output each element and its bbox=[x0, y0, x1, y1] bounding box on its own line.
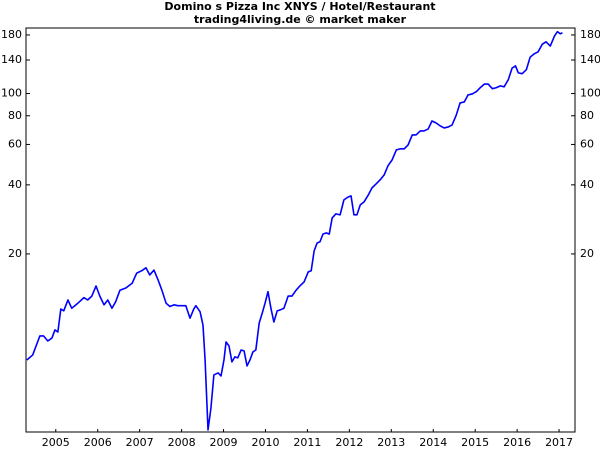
x-tick-label: 2011 bbox=[293, 436, 321, 449]
x-tick-label: 2014 bbox=[419, 436, 447, 449]
x-tick-label: 2017 bbox=[545, 436, 573, 449]
y-tick-label-right: 140 bbox=[580, 53, 600, 66]
y-tick-label: 80 bbox=[8, 109, 22, 122]
y-tick-label-right: 20 bbox=[580, 247, 594, 260]
x-tick-label: 2015 bbox=[461, 436, 489, 449]
y-tick-label-right: 100 bbox=[580, 87, 600, 100]
plot-frame bbox=[25, 27, 576, 433]
y-tick-label: 20 bbox=[8, 247, 22, 260]
x-tick-label: 2012 bbox=[335, 436, 363, 449]
x-tick-label: 2016 bbox=[503, 436, 531, 449]
y-tick-label-right: 40 bbox=[580, 178, 594, 191]
y-tick-label: 180 bbox=[1, 28, 22, 41]
x-tick-label: 2008 bbox=[168, 436, 196, 449]
y-tick-label-right: 80 bbox=[580, 109, 594, 122]
x-tick-label: 2013 bbox=[377, 436, 405, 449]
x-tick-label: 2006 bbox=[84, 436, 112, 449]
y-tick-label: 60 bbox=[8, 137, 22, 150]
x-tick-label: 2010 bbox=[251, 436, 279, 449]
y-tick-label: 140 bbox=[1, 53, 22, 66]
x-tick-label: 2007 bbox=[126, 436, 154, 449]
y-tick-label-right: 180 bbox=[580, 28, 600, 41]
price-line bbox=[26, 30, 563, 431]
x-tick-label: 2005 bbox=[42, 436, 70, 449]
x-tick-label: 2009 bbox=[210, 436, 238, 449]
chart-subtitle: trading4living.de © market maker bbox=[194, 13, 407, 26]
chart-title: Domino s Pizza Inc XNYS / Hotel/Restaura… bbox=[164, 0, 435, 13]
y-tick-label: 100 bbox=[1, 87, 22, 100]
y-tick-label: 40 bbox=[8, 178, 22, 191]
y-tick-label-right: 60 bbox=[580, 137, 594, 150]
